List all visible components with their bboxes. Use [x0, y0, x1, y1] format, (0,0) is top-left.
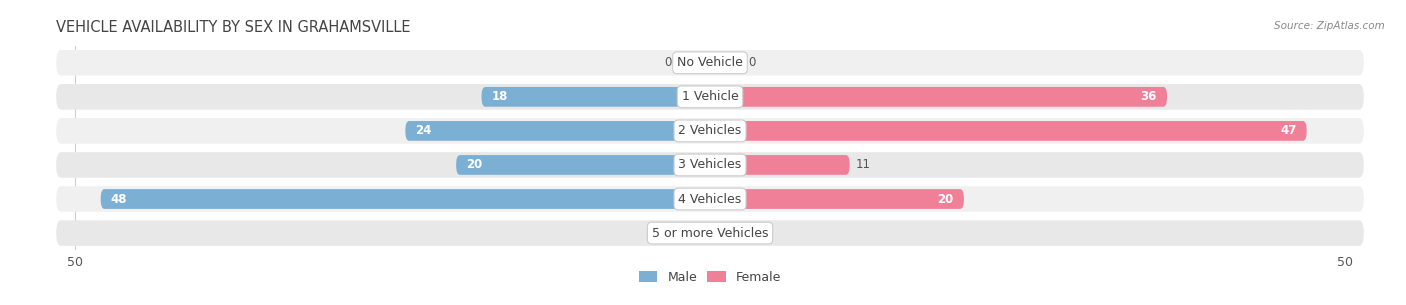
Legend: Male, Female: Male, Female	[634, 266, 786, 289]
Text: 20: 20	[467, 159, 482, 171]
Text: 0: 0	[665, 227, 672, 239]
Text: 1 Vehicle: 1 Vehicle	[682, 90, 738, 103]
Text: 48: 48	[111, 192, 128, 206]
FancyBboxPatch shape	[56, 186, 1364, 212]
FancyBboxPatch shape	[405, 121, 710, 141]
Text: 24: 24	[416, 124, 432, 137]
Text: 5 or more Vehicles: 5 or more Vehicles	[652, 227, 768, 239]
FancyBboxPatch shape	[678, 223, 710, 243]
Text: 4 Vehicles: 4 Vehicles	[679, 192, 741, 206]
Text: VEHICLE AVAILABILITY BY SEX IN GRAHAMSVILLE: VEHICLE AVAILABILITY BY SEX IN GRAHAMSVI…	[56, 20, 411, 35]
FancyBboxPatch shape	[710, 155, 849, 175]
FancyBboxPatch shape	[710, 87, 1167, 107]
FancyBboxPatch shape	[710, 223, 742, 243]
FancyBboxPatch shape	[56, 50, 1364, 76]
Text: 3 Vehicles: 3 Vehicles	[679, 159, 741, 171]
Text: No Vehicle: No Vehicle	[678, 56, 742, 69]
Text: Source: ZipAtlas.com: Source: ZipAtlas.com	[1274, 21, 1385, 31]
FancyBboxPatch shape	[101, 189, 710, 209]
FancyBboxPatch shape	[56, 220, 1364, 246]
FancyBboxPatch shape	[56, 84, 1364, 109]
FancyBboxPatch shape	[710, 121, 1306, 141]
Text: 36: 36	[1140, 90, 1157, 103]
Text: 20: 20	[938, 192, 953, 206]
FancyBboxPatch shape	[56, 118, 1364, 144]
Text: 11: 11	[856, 159, 872, 171]
FancyBboxPatch shape	[710, 189, 965, 209]
FancyBboxPatch shape	[56, 152, 1364, 178]
FancyBboxPatch shape	[481, 87, 710, 107]
Text: 47: 47	[1279, 124, 1296, 137]
FancyBboxPatch shape	[710, 53, 742, 73]
Text: 2 Vehicles: 2 Vehicles	[679, 124, 741, 137]
Text: 18: 18	[492, 90, 508, 103]
Text: 0: 0	[748, 227, 755, 239]
Text: 0: 0	[748, 56, 755, 69]
Text: 0: 0	[665, 56, 672, 69]
FancyBboxPatch shape	[456, 155, 710, 175]
FancyBboxPatch shape	[678, 53, 710, 73]
